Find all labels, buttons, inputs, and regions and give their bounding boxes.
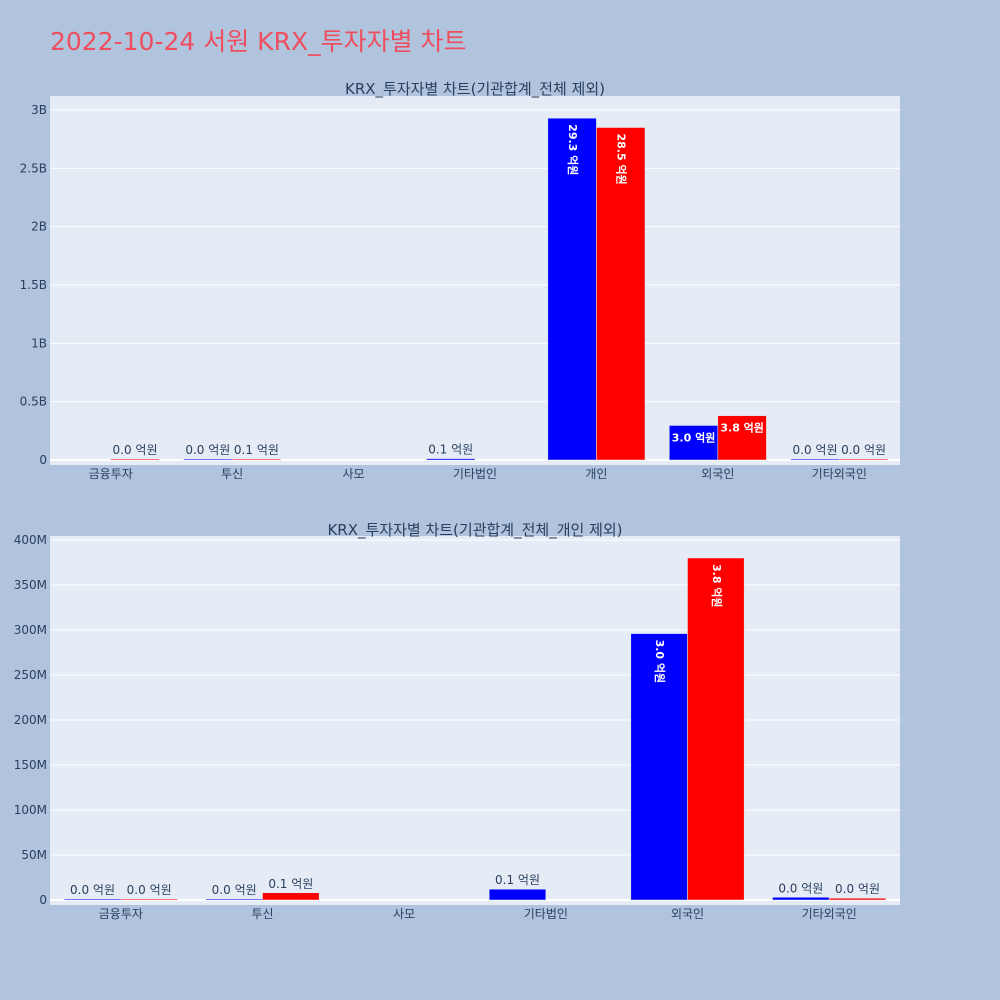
x-tick-label: 외국인 — [701, 467, 734, 481]
buy-bar — [547, 117, 597, 461]
x-tick-label: 기타외국인 — [812, 467, 867, 481]
bar-data-label: 28.5 억원 — [615, 134, 629, 185]
y-tick-label: 3B — [31, 103, 47, 117]
y-tick-label: 300M — [14, 623, 47, 637]
y-tick-label: 0 — [39, 893, 47, 907]
chart-title: KRX_투자자별 차트(기관합계_전체_개인 제외) — [327, 521, 622, 540]
sell-bar — [110, 458, 160, 461]
buy-bar — [772, 897, 830, 901]
y-tick-label: 100M — [14, 803, 47, 817]
sell-bar — [596, 127, 646, 461]
buy-bar — [205, 898, 263, 901]
buy-bar — [630, 633, 688, 901]
y-tick-label: 1B — [31, 336, 47, 350]
bar-data-label: 0.1 억원 — [234, 443, 279, 457]
y-tick-label: 350M — [14, 578, 47, 592]
buy-bar — [669, 425, 719, 461]
bar-data-label: 0.0 억원 — [127, 883, 172, 897]
y-tick-label: 200M — [14, 713, 47, 727]
buy-bar — [63, 898, 122, 901]
bar-data-label: 0.1 억원 — [428, 443, 473, 457]
sell-bar — [262, 892, 320, 901]
bar-data-label: 29.3 억원 — [566, 124, 580, 175]
x-tick-label: 개인 — [585, 467, 607, 481]
y-tick-label: 0.5B — [20, 395, 47, 409]
y-tick-label: 250M — [14, 668, 47, 682]
x-tick-label: 금융투자 — [89, 467, 133, 481]
bar-data-label: 0.0 억원 — [835, 882, 880, 896]
y-tick-label: 0 — [39, 453, 47, 467]
y-tick-label: 50M — [21, 848, 47, 862]
sell-bar — [231, 458, 281, 461]
sell-bar — [120, 898, 178, 901]
buy-bar — [488, 888, 547, 901]
y-tick-label: 2B — [31, 220, 47, 234]
x-tick-label: 기타외국인 — [802, 907, 857, 921]
bar-data-label: 0.0 억원 — [841, 443, 886, 457]
plot-area — [50, 96, 900, 465]
bar-data-label: 3.0 억원 — [653, 640, 667, 684]
bar-data-label: 0.0 억원 — [778, 881, 823, 895]
y-tick-label: 400M — [14, 533, 47, 547]
bar-data-label: 0.1 억원 — [268, 877, 313, 891]
x-tick-label: 사모 — [343, 467, 365, 481]
y-tick-label: 150M — [14, 758, 47, 772]
x-tick-label: 외국인 — [671, 907, 704, 921]
sell-bar — [717, 415, 767, 461]
bar-data-label: 0.0 억원 — [212, 883, 257, 897]
bar-data-label: 3.0 억원 — [672, 430, 716, 444]
y-tick-label: 1.5B — [20, 278, 47, 292]
bar-data-label: 0.0 억원 — [70, 883, 115, 897]
y-tick-label: 2.5B — [20, 161, 47, 175]
sell-bar — [828, 897, 887, 901]
bar-data-label: 0.0 억원 — [185, 443, 230, 457]
sell-bar — [687, 557, 745, 901]
chart-title: KRX_투자자별 차트(기관합계_전체 제외) — [345, 80, 605, 99]
x-tick-label: 금융투자 — [99, 907, 143, 921]
x-tick-label: 기타법인 — [453, 467, 497, 481]
page-title: 2022-10-24 서원 KRX_투자자별 차트 — [50, 27, 467, 56]
sell-bar — [839, 458, 889, 461]
bar-data-label: 0.1 억원 — [495, 873, 540, 887]
x-tick-label: 사모 — [393, 907, 415, 921]
bar-data-label: 0.0 억원 — [113, 443, 158, 457]
bar-data-label: 0.0 억원 — [793, 443, 838, 457]
bar-data-label: 3.8 억원 — [710, 564, 724, 608]
buy-bar — [426, 458, 476, 461]
x-tick-label: 투신 — [251, 907, 273, 921]
x-tick-label: 투신 — [221, 467, 243, 481]
x-tick-label: 기타법인 — [524, 907, 568, 921]
bar-data-label: 3.8 억원 — [720, 421, 764, 435]
